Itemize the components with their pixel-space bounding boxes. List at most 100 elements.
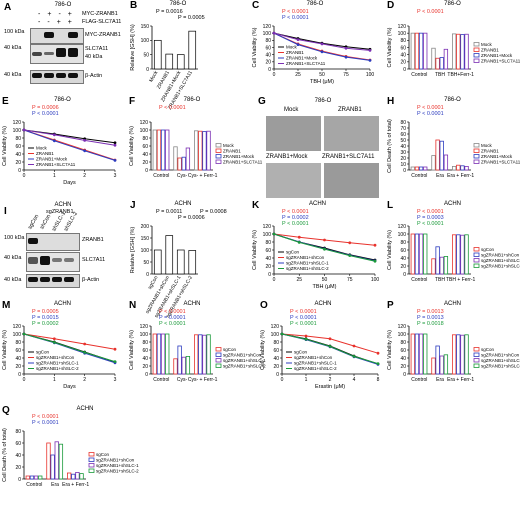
legend-label: sgZRANB1+shCon [481,353,520,358]
data-point [280,332,284,336]
legend-label: sgZRANB1+shSLC-2 [294,366,337,371]
series-line [23,129,116,161]
y-tick-label: 100 [141,38,150,44]
panel-label: B [130,0,138,11]
bar [156,129,162,171]
x-tick-label: Cys- + Ferr-1 [188,173,218,179]
bar [456,164,461,171]
data-point [83,139,87,142]
bar [431,47,436,70]
p-value: P = 0.0002 [32,321,59,327]
data-point [376,351,380,355]
bar [431,357,436,375]
legend-label: sgZRANB1+shSLC-2 [481,264,520,269]
legend-swatch [473,53,480,58]
y-axis-label: Cell Viability (%) [260,330,266,370]
p-value: P < 0.0001 [417,221,444,227]
chart-svg: 0 20 40 60 80 100 120 Cell Viability (%) Control… [387,224,520,283]
y-tick-label: 0 [268,272,271,278]
x-tick-label: TBH [435,72,445,78]
bar [443,354,449,375]
y-tick-label: 40 [265,52,271,58]
bar [431,155,436,171]
panel-e: E 786-O 0 20 40 60 80 100 120 Cell Viability (%) 0… [0,96,125,196]
p-value: P < 0.0001 [282,15,309,21]
legend-label: sgZRANB1+shSLC-1 [286,261,329,266]
y-tick-label: 20 [142,160,148,166]
data-point [323,247,326,251]
data-point [320,50,324,54]
bar [418,166,424,171]
legend-label: Mock [481,143,493,148]
legend-swatch [88,452,95,457]
chart-svg: 0 20 40 60 80 100 120 Cell Viability (%) Control… [129,120,263,179]
data-point [304,337,308,341]
p-value: P = 0.0015 [32,315,59,321]
y-tick-label: 80 [15,429,21,435]
bar [67,472,72,480]
bar [464,334,469,375]
y-tick-label: 20 [15,465,21,471]
data-point [373,243,377,247]
legend-swatch [215,159,222,164]
legend-swatch [473,258,480,263]
panel-c: C 786-O 0 20 40 60 80 100 120 Cell Viability (%) 0… [250,0,380,95]
legend-label: sgZRANB1+shSLC-1 [294,361,337,366]
legend-label: ZRANB1+Mock [481,53,513,58]
y-tick-label: 100 [271,332,280,338]
blot-label: SLC7A11 [82,257,106,263]
y-tick-label: 60 [400,348,406,354]
x-tick-label: Cys- [177,377,188,383]
bar [423,333,428,375]
y-tick-label: 20 [15,160,21,166]
bar [160,333,166,375]
y-tick-label: 20 [400,264,406,270]
data-point [52,337,56,341]
data-point [22,332,26,336]
y-tick-label: 40 [400,356,406,362]
data-point [83,351,87,354]
x-tick-label: 8 [377,377,380,383]
p-value: P < 0.0001 [290,309,317,315]
x-tick-label: Cys- + Ferr-1 [188,377,218,383]
data-point [328,337,332,341]
legend-label: ZRANB1+SLC7A11 [481,160,520,165]
panel-title: ACHN [54,202,72,208]
blot-label: ZRANB1 [82,237,104,243]
p-value: P < 0.0001 [290,321,317,327]
legend-label: sgCon [294,350,308,355]
y-tick-label: 0 [403,67,406,73]
legend-swatch [473,148,480,153]
series-line [23,333,116,350]
legend-swatch [88,457,95,462]
bar [414,166,420,171]
band [40,277,50,282]
y-tick-label: 20 [273,364,279,370]
data-point [344,46,348,50]
y-tick-label: 0 [403,168,406,174]
panel-d: D 786-O 0 20 40 60 80 100 120 Cell Viability (%) C… [385,0,520,95]
y-tick-label: 40 [15,453,21,459]
y-axis-label: Cell Death (% of total) [2,428,8,482]
bar [202,131,207,171]
x-tick-label: Era [436,377,444,383]
panel-label: A [4,2,12,13]
panel-a: A 786-O -+-+ MYC-ZRANB1 --++ FLAG-SLC7A1… [0,0,130,92]
x-tick-label: 25 [295,72,301,78]
legend-label: sgZRANB1+shCon [481,253,520,258]
legend-label: sgZRANB1+shSLC-2 [96,469,139,474]
x-tick-label: 3 [114,377,117,383]
x-tick-label: 2 [329,377,332,383]
legend-label: ZRANB1 [481,149,499,154]
y-tick-label: 20 [265,60,271,66]
band [68,32,78,38]
band [44,32,54,38]
series-line [23,129,116,146]
bar [156,333,162,375]
p-value: P < 0.0001 [417,209,444,215]
bar [185,147,191,171]
p-value: P = 0.0018 [417,321,444,327]
y-tick-label: 0 [268,67,271,73]
legend-swatch [473,363,480,368]
